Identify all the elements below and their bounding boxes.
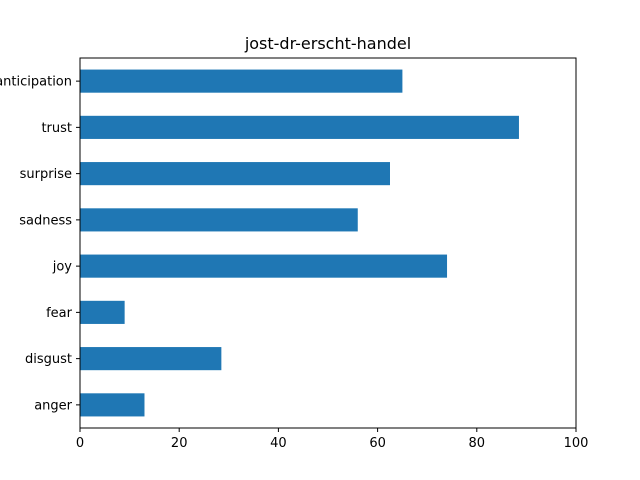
x-tick-label-0: 0 (76, 436, 84, 451)
bar-sadness (80, 208, 358, 232)
y-tick-label-disgust: disgust (25, 352, 72, 367)
x-tick-label-100: 100 (564, 436, 589, 451)
y-tick-label-anticipation: anticipation (0, 75, 72, 90)
y-tick-label-anger: anger (34, 398, 72, 413)
y-tick-label-fear: fear (46, 306, 73, 321)
bar-fear (80, 300, 125, 324)
y-tick-label-sadness: sadness (19, 213, 72, 228)
bar-trust (80, 115, 519, 139)
bars-group (80, 69, 519, 417)
x-tick-label-40: 40 (270, 436, 287, 451)
bar-anticipation (80, 69, 403, 93)
y-axis: anger disgust fear joy sadness surprise trust a… (0, 75, 80, 413)
y-tick-label-joy: joy (52, 260, 73, 275)
bar-disgust (80, 347, 222, 371)
x-tick-label-20: 20 (171, 436, 188, 451)
x-tick-label-60: 60 (369, 436, 386, 451)
y-tick-label-trust: trust (41, 121, 72, 136)
bar-anger (80, 393, 145, 417)
bar-joy (80, 254, 448, 278)
x-axis: 0 20 40 60 80 100 (76, 428, 589, 451)
x-tick-label-80: 80 (469, 436, 486, 451)
y-tick-label-surprise: surprise (20, 167, 72, 182)
plot-frame (79, 57, 577, 429)
bar-surprise (80, 162, 390, 186)
chart-title: jost-dr-erscht-handel (244, 34, 411, 53)
